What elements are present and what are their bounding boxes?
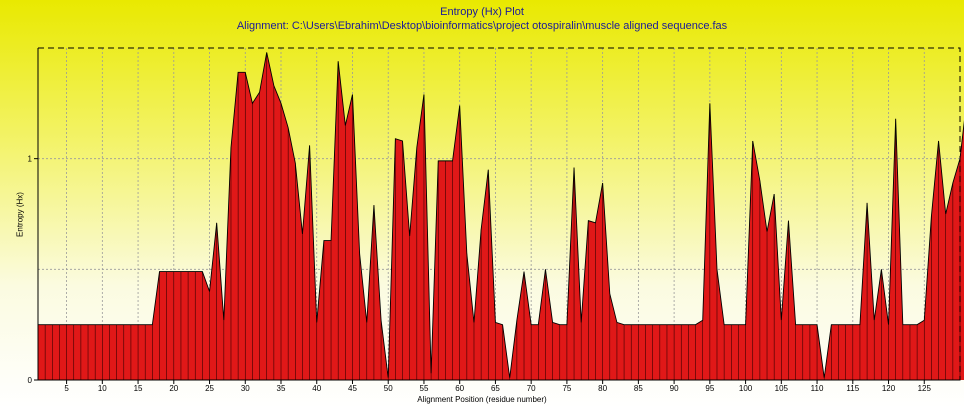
chart-subtitle: Alignment: C:\Users\Ebrahim\Desktop\bioi… [236, 20, 728, 32]
x-tick-label: 65 [491, 384, 500, 393]
y-tick-label: 0 [28, 376, 33, 385]
x-tick-label: 90 [670, 384, 679, 393]
x-tick-label: 50 [384, 384, 393, 393]
x-tick-label: 70 [527, 384, 536, 393]
x-tick-label: 95 [705, 384, 714, 393]
x-tick-label: 100 [739, 384, 753, 393]
x-tick-label: 45 [348, 384, 357, 393]
x-tick-label: 115 [846, 384, 859, 393]
x-tick-label: 10 [98, 384, 107, 393]
x-tick-label: 25 [205, 384, 214, 393]
x-axis-label: Alignment Position (residue number) [417, 395, 547, 404]
x-tick-label: 110 [811, 384, 824, 393]
entropy-area [38, 52, 964, 380]
x-tick-label: 35 [277, 384, 286, 393]
x-tick-label: 125 [918, 384, 932, 393]
axis-layer: 5 10 15 20 25 30 35 40 45 50 55 60 65 70 75 80 85 90 95 100… [28, 47, 961, 393]
x-tick-label: 20 [169, 384, 178, 393]
x-tick-label: 75 [562, 384, 571, 393]
x-tick-label: 85 [634, 384, 643, 393]
x-tick-label: 120 [882, 384, 896, 393]
x-tick-label: 80 [598, 384, 607, 393]
x-tick-label: 40 [312, 384, 321, 393]
y-tick-label: 1 [28, 155, 33, 164]
x-tick-label: 5 [64, 384, 69, 393]
data-layer [37, 52, 964, 380]
x-tick-label: 60 [455, 384, 464, 393]
x-tick-label: 15 [134, 384, 143, 393]
x-tick-label: 30 [241, 384, 250, 393]
y-axis-label: Entropy (Hx) [15, 192, 25, 237]
x-tick-label: 105 [775, 384, 789, 393]
x-tick-label: 55 [420, 384, 429, 393]
entropy-line [38, 52, 964, 378]
chart-title: Entropy (Hx) Plot [440, 6, 524, 18]
